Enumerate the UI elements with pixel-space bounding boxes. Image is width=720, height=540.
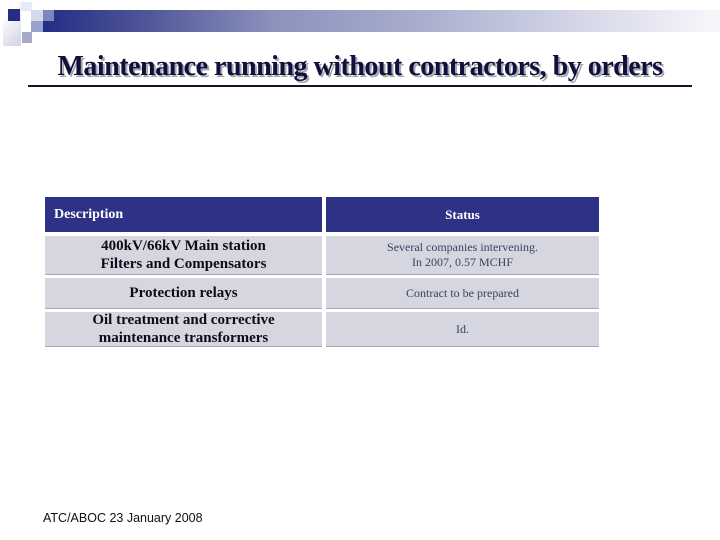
table-cell-description-row1: 400kV/66kV Main station Filters and Comp… xyxy=(45,236,322,274)
slide-footer: ATC/ABOC 23 January 2008 xyxy=(43,511,203,525)
table-cell-status-row1: Several companies intervening. In 2007, … xyxy=(326,236,599,274)
table-cell-description-row3: Oil treatment and corrective maintenance… xyxy=(45,312,322,346)
deco-square-sky xyxy=(21,2,32,11)
header-gradient-bar xyxy=(43,10,720,32)
table-header-description: Description xyxy=(45,197,322,232)
table-cell-status-row3: Id. xyxy=(326,312,599,346)
deco-square-periwinkle xyxy=(31,21,43,32)
deco-square-gray xyxy=(22,32,32,43)
title-underline xyxy=(28,85,692,87)
table-cell-description-row2: Protection relays xyxy=(45,278,322,308)
deco-square-lavender xyxy=(31,10,43,21)
deco-square-navy xyxy=(8,9,20,21)
deco-square-slate xyxy=(43,10,54,21)
table-cell-status-row2: Contract to be prepared xyxy=(326,278,599,308)
status-table: Description Status 400kV/66kV Main stati… xyxy=(45,197,599,346)
deco-vertical-strip xyxy=(3,0,21,46)
slide-title: Maintenance running without contractors,… xyxy=(57,51,663,82)
table-header-status: Status xyxy=(326,197,599,232)
